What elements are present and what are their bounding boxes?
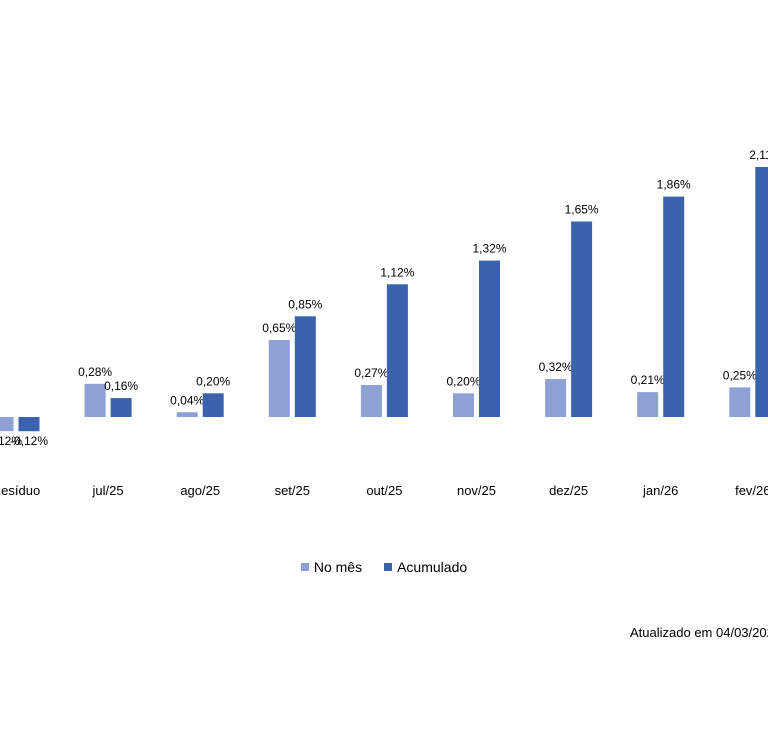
bar-acumulado: [571, 221, 593, 417]
legend-item-no-mes: No mês: [300, 559, 363, 575]
data-label-no-mes: 0,04%: [170, 393, 204, 407]
data-label-acumulado: -0,12%: [10, 434, 48, 448]
bar-no-mes: [545, 379, 567, 417]
x-tick-label: dez/25: [549, 483, 588, 498]
data-label-acumulado: 1,12%: [380, 265, 414, 279]
bar-no-mes: [637, 392, 659, 417]
legend: No mês Acumulado: [0, 559, 768, 575]
data-label-no-mes: 0,20%: [446, 374, 480, 388]
data-label-acumulado: 1,65%: [565, 202, 599, 216]
x-tick-label: fev/26: [735, 483, 768, 498]
data-label-acumulado: 0,16%: [104, 379, 138, 393]
bar-acumulado: [386, 284, 408, 417]
bar-no-mes: [729, 387, 751, 417]
data-label-no-mes: -0,12%: [0, 434, 22, 448]
data-label-no-mes: 0,65%: [262, 321, 296, 335]
bar-no-mes: [176, 412, 198, 417]
bar-acumulado: [110, 398, 132, 417]
bar-no-mes: [360, 385, 382, 417]
legend-swatch-acumulado: [384, 563, 393, 571]
bar-acumulado: [294, 316, 316, 417]
legend-label-acumulado: Acumulado: [397, 559, 468, 575]
bar-acumulado: [202, 393, 224, 417]
data-label-no-mes: 0,28%: [78, 365, 112, 379]
legend-swatch-no-mes: [300, 563, 309, 571]
bar-no-mes: [0, 417, 14, 432]
x-tick-label: ago/25: [180, 483, 220, 498]
data-label-acumulado: 2,11%: [749, 148, 768, 162]
bar-acumulado: [479, 260, 500, 417]
bar-no-mes: [268, 339, 290, 417]
data-label-no-mes: 0,25%: [723, 368, 757, 382]
x-tick-label: jan/26: [642, 483, 678, 498]
data-label-acumulado: 0,20%: [196, 374, 230, 388]
bar-acumulado: [663, 196, 685, 417]
data-label-acumulado: 1,86%: [657, 178, 691, 192]
data-label-no-mes: 0,27%: [354, 366, 388, 380]
bar-acumulado: [18, 417, 40, 432]
x-tick-label: nov/25: [457, 483, 496, 498]
legend-label-no-mes: No mês: [313, 559, 363, 575]
bar-acumulado: [755, 166, 768, 417]
x-tick-label: set/25: [275, 483, 310, 498]
data-label-no-mes: 0,32%: [539, 360, 573, 374]
updated-footnote: Atualizado em 04/03/2026: [630, 625, 768, 640]
bar-no-mes: [84, 383, 106, 417]
data-label-acumulado: 0,85%: [288, 297, 322, 311]
legend-item-acumulado: Acumulado: [384, 559, 467, 575]
x-tick-label: out/25: [366, 483, 402, 498]
x-tick-label: jul/25: [92, 483, 124, 498]
bar-no-mes: [453, 393, 474, 417]
data-label-no-mes: 0,21%: [631, 373, 665, 387]
data-label-acumulado: 1,32%: [472, 242, 506, 256]
x-tick-label: Resíduo: [0, 483, 40, 498]
